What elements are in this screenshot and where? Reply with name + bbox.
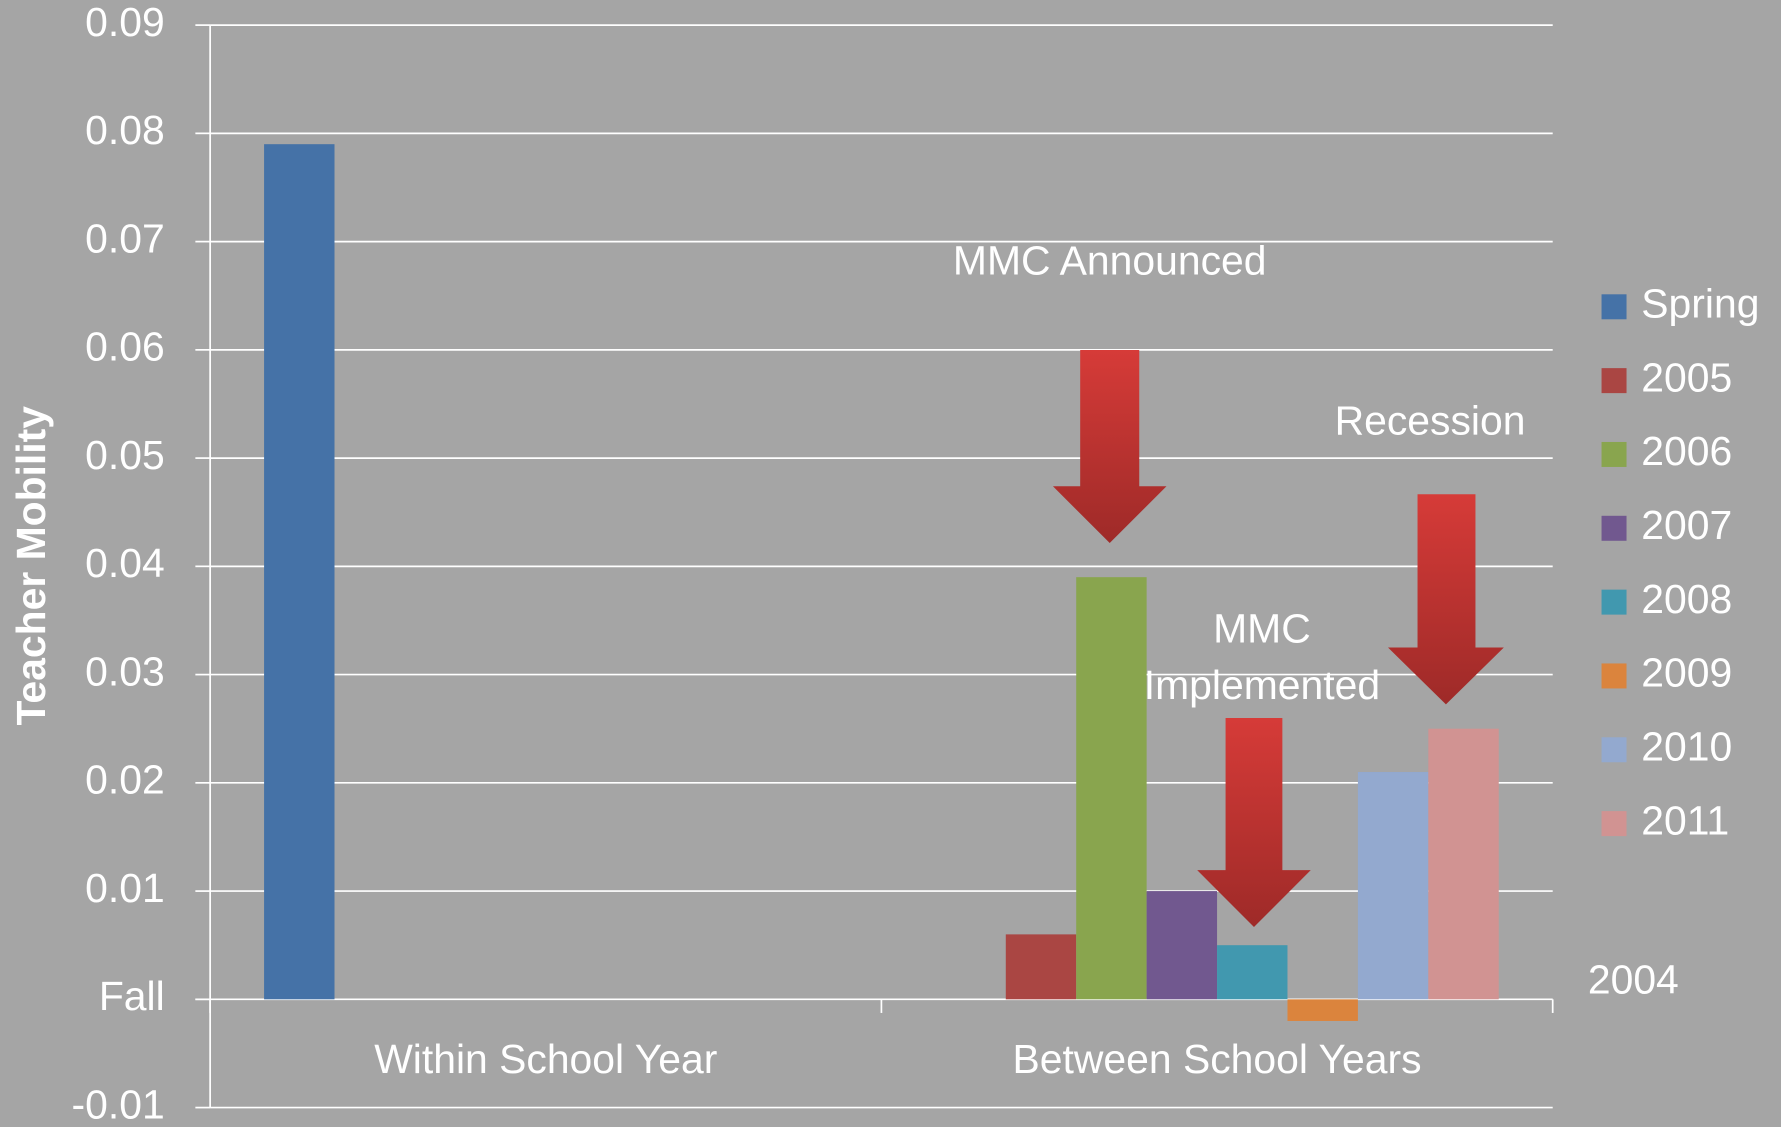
bar [264,144,335,1000]
bars [264,144,1499,1021]
legend-label: 2005 [1641,354,1732,400]
grid [195,24,1554,1109]
arrow [1052,349,1167,544]
arrow [1387,494,1504,705]
legend-swatch [1601,737,1627,763]
y-axis-label: Teacher Mobility [8,406,54,726]
y-tick-label: 0.05 [85,432,165,478]
y-tick-label: 0.09 [85,0,165,45]
legend-label: 2011 [1641,797,1729,843]
legend-label: 2010 [1641,724,1732,770]
y-tick-label: 0.03 [85,648,165,694]
legend-swatch [1601,368,1627,394]
y-tick-label: 0.08 [85,107,165,153]
y-tick-label: 0.06 [85,324,165,370]
legend-label: Spring [1641,281,1759,327]
legend-swatch [1601,441,1627,467]
y-tick-label: 0.01 [85,865,165,911]
y-tick-label: 0.04 [85,540,165,586]
y-tick-label: 0.07 [85,215,165,261]
bar [1217,945,1288,1000]
y-tick-label: -0.01 [72,1081,165,1127]
legend-swatch [1601,294,1627,320]
annotation: Recession [1335,398,1526,444]
legend-swatch [1601,515,1627,541]
bar [1005,934,1077,1000]
x-tick-label: Within School Year [374,1036,717,1082]
y-tick-label: Fall [99,973,165,1019]
legend-swatch [1601,589,1627,615]
bar [1428,728,1499,1000]
annotation: MMC Announced [953,237,1267,283]
legend-swatch [1601,663,1627,689]
annotation: 2004 [1588,956,1679,1002]
y-tick-label: 0.02 [85,757,165,803]
bar [1146,891,1218,1000]
annotation: MMC [1213,605,1311,651]
legend-label: 2009 [1641,650,1732,696]
bar [1287,999,1358,1021]
legend-label: 2008 [1641,576,1732,622]
bar [1076,577,1147,1000]
x-tick-label: Between School Years [1013,1036,1422,1082]
legend-swatch [1601,811,1627,837]
annotation: Implemented [1144,662,1380,708]
legend-label: 2007 [1641,502,1732,548]
legend-label: 2006 [1641,428,1732,474]
bar [1357,772,1429,1000]
